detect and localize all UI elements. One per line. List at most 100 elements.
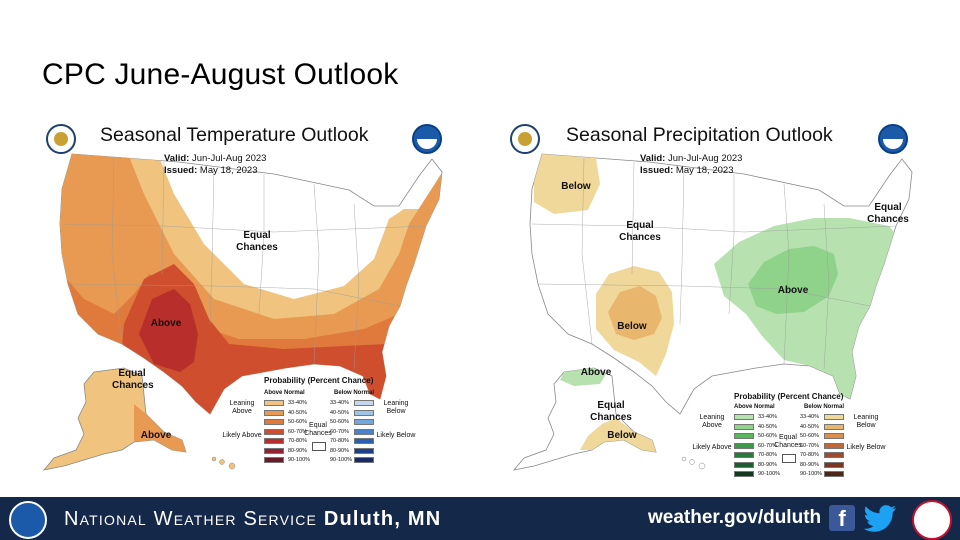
footer-wordmark: National Weather Service Duluth, MN <box>64 508 441 531</box>
legend-equal-chances: Equal Chances <box>774 434 802 449</box>
doc-seal-icon <box>46 124 76 154</box>
legend-below-swatch <box>824 442 844 449</box>
legend-above-range: 33-40% <box>288 400 307 406</box>
legend-above-range: 60-70% <box>288 428 307 435</box>
temperature-legend: Probability (Percent Chance) Above Norma… <box>222 376 415 486</box>
agency-name: National Weather Service <box>64 508 318 530</box>
legend-title: Probability (Percent Chance) <box>264 376 374 385</box>
legend-below-range: 60-70% <box>330 428 349 435</box>
legend-below-swatch <box>824 414 844 420</box>
legend-above-range: 40-50% <box>288 409 307 416</box>
legend-below-range: 80-90% <box>330 447 349 454</box>
temperature-map-graphic <box>42 153 443 471</box>
office-name: Duluth, MN <box>323 508 442 530</box>
legend-above-swatch <box>264 428 284 435</box>
label-ak-below: Below <box>607 430 637 441</box>
legend-below-range: 50-60% <box>800 433 819 439</box>
label-equal-chances: Equal Chances <box>236 230 278 253</box>
twitter-icon[interactable] <box>864 503 898 533</box>
legend-above-range: 33-40% <box>758 414 777 420</box>
temperature-map-dates: Valid: Jun-Jul-Aug 2023 Issued: May 18, … <box>164 153 267 176</box>
legend-above-range: 70-80% <box>758 452 777 458</box>
legend-likely-above: Likely Above <box>692 444 732 451</box>
legend-above-range: 90-100% <box>758 471 781 477</box>
legend-likely-above: Likely Above <box>222 432 262 439</box>
legend-below-range: 60-70% <box>800 442 819 449</box>
legend-above-swatch <box>734 433 754 439</box>
legend-above-range: 90-100% <box>288 457 311 463</box>
precipitation-map-title: Seasonal Precipitation Outlook <box>566 124 833 146</box>
legend-above-header: Above Normal <box>734 404 775 410</box>
website-link[interactable]: weather.gov/duluth <box>648 507 822 528</box>
footer-bar: National Weather Service Duluth, MN weat… <box>0 497 960 540</box>
legend-below-range: 90-100% <box>330 457 353 463</box>
legend-likely-below: Likely Below <box>376 432 416 439</box>
temperature-map-title: Seasonal Temperature Outlook <box>100 124 369 146</box>
legend-above-range: 60-70% <box>758 442 777 449</box>
legend-above-swatch <box>734 461 754 468</box>
nws-icon[interactable] <box>912 500 952 540</box>
legend-leaning-below: Leaning Below <box>853 414 879 429</box>
legend-above-swatch <box>734 452 754 458</box>
legend-above-swatch <box>734 442 754 449</box>
legend-title: Probability (Percent Chance) <box>734 392 844 401</box>
legend-below-range: 70-80% <box>330 438 349 444</box>
legend-below-swatch <box>354 419 374 425</box>
legend-leaning-above: Leaning Above <box>229 400 255 415</box>
legend-below-swatch <box>824 423 844 430</box>
legend-above-range: 80-90% <box>288 447 307 454</box>
legend-above-swatch <box>734 423 754 430</box>
legend-equal-chances-swatch <box>312 442 326 451</box>
legend-below-range: 50-60% <box>330 419 349 425</box>
legend-below-swatch <box>354 438 374 444</box>
legend-below-range: 33-40% <box>330 400 349 406</box>
legend-above-swatch <box>734 471 754 477</box>
legend-above-range: 70-80% <box>288 438 307 444</box>
noaa-icon[interactable] <box>9 501 47 539</box>
precipitation-map-graphic <box>512 153 913 471</box>
legend-below-range: 70-80% <box>800 452 819 458</box>
legend-below-range: 90-100% <box>800 471 823 477</box>
legend-equal-chances-swatch <box>782 454 796 463</box>
precipitation-legend: Probability (Percent Chance) Above Norma… <box>692 392 885 492</box>
legend-below-range: 33-40% <box>800 414 819 420</box>
legend-above-header: Above Normal <box>264 390 305 396</box>
legend-likely-below: Likely Below <box>846 444 886 451</box>
label-ak-equal-chances: Equal Chances <box>112 368 154 391</box>
legend-below-swatch <box>354 447 374 454</box>
legend-below-range: 40-50% <box>330 409 349 416</box>
legend-above-range: 40-50% <box>758 423 777 430</box>
legend-above-swatch <box>264 419 284 425</box>
legend-above-range: 80-90% <box>758 461 777 468</box>
legend-above-swatch <box>264 457 284 463</box>
legend-below-swatch <box>824 452 844 458</box>
label-below-nw: Below <box>561 181 591 192</box>
label-equal-chances-ne: Equal Chances <box>867 202 909 225</box>
legend-above-swatch <box>264 400 284 406</box>
legend-below-swatch <box>824 461 844 468</box>
precipitation-map-dates: Valid: Jun-Jul-Aug 2023 Issued: May 18, … <box>640 153 743 176</box>
legend-below-swatch <box>354 409 374 416</box>
slide-title: CPC June-August Outlook <box>42 58 399 91</box>
legend-below-range: 40-50% <box>800 423 819 430</box>
legend-below-header: Below Normal <box>334 390 375 396</box>
legend-leaning-above: Leaning Above <box>699 414 725 429</box>
legend-below-swatch <box>824 471 844 477</box>
legend-leaning-below: Leaning Below <box>383 400 409 415</box>
legend-above-swatch <box>264 447 284 454</box>
legend-below-range: 80-90% <box>800 461 819 468</box>
legend-above-swatch <box>734 414 754 420</box>
label-above: Above <box>150 318 182 329</box>
legend-below-header: Below Normal <box>804 404 845 410</box>
legend-below-swatch <box>354 428 374 435</box>
facebook-icon[interactable]: f <box>829 505 855 531</box>
legend-above-range: 50-60% <box>288 419 307 425</box>
noaa-icon <box>412 124 442 154</box>
legend-above-range: 50-60% <box>758 433 777 439</box>
temperature-outlook-map: Seasonal Temperature Outlook Valid: Jun-… <box>14 114 484 494</box>
label-ak-above: Above <box>140 430 172 441</box>
label-above: Above <box>777 285 809 296</box>
label-ak-equal-chances: Equal Chances <box>590 400 632 423</box>
legend-below-swatch <box>824 433 844 439</box>
doc-seal-icon <box>510 124 540 154</box>
